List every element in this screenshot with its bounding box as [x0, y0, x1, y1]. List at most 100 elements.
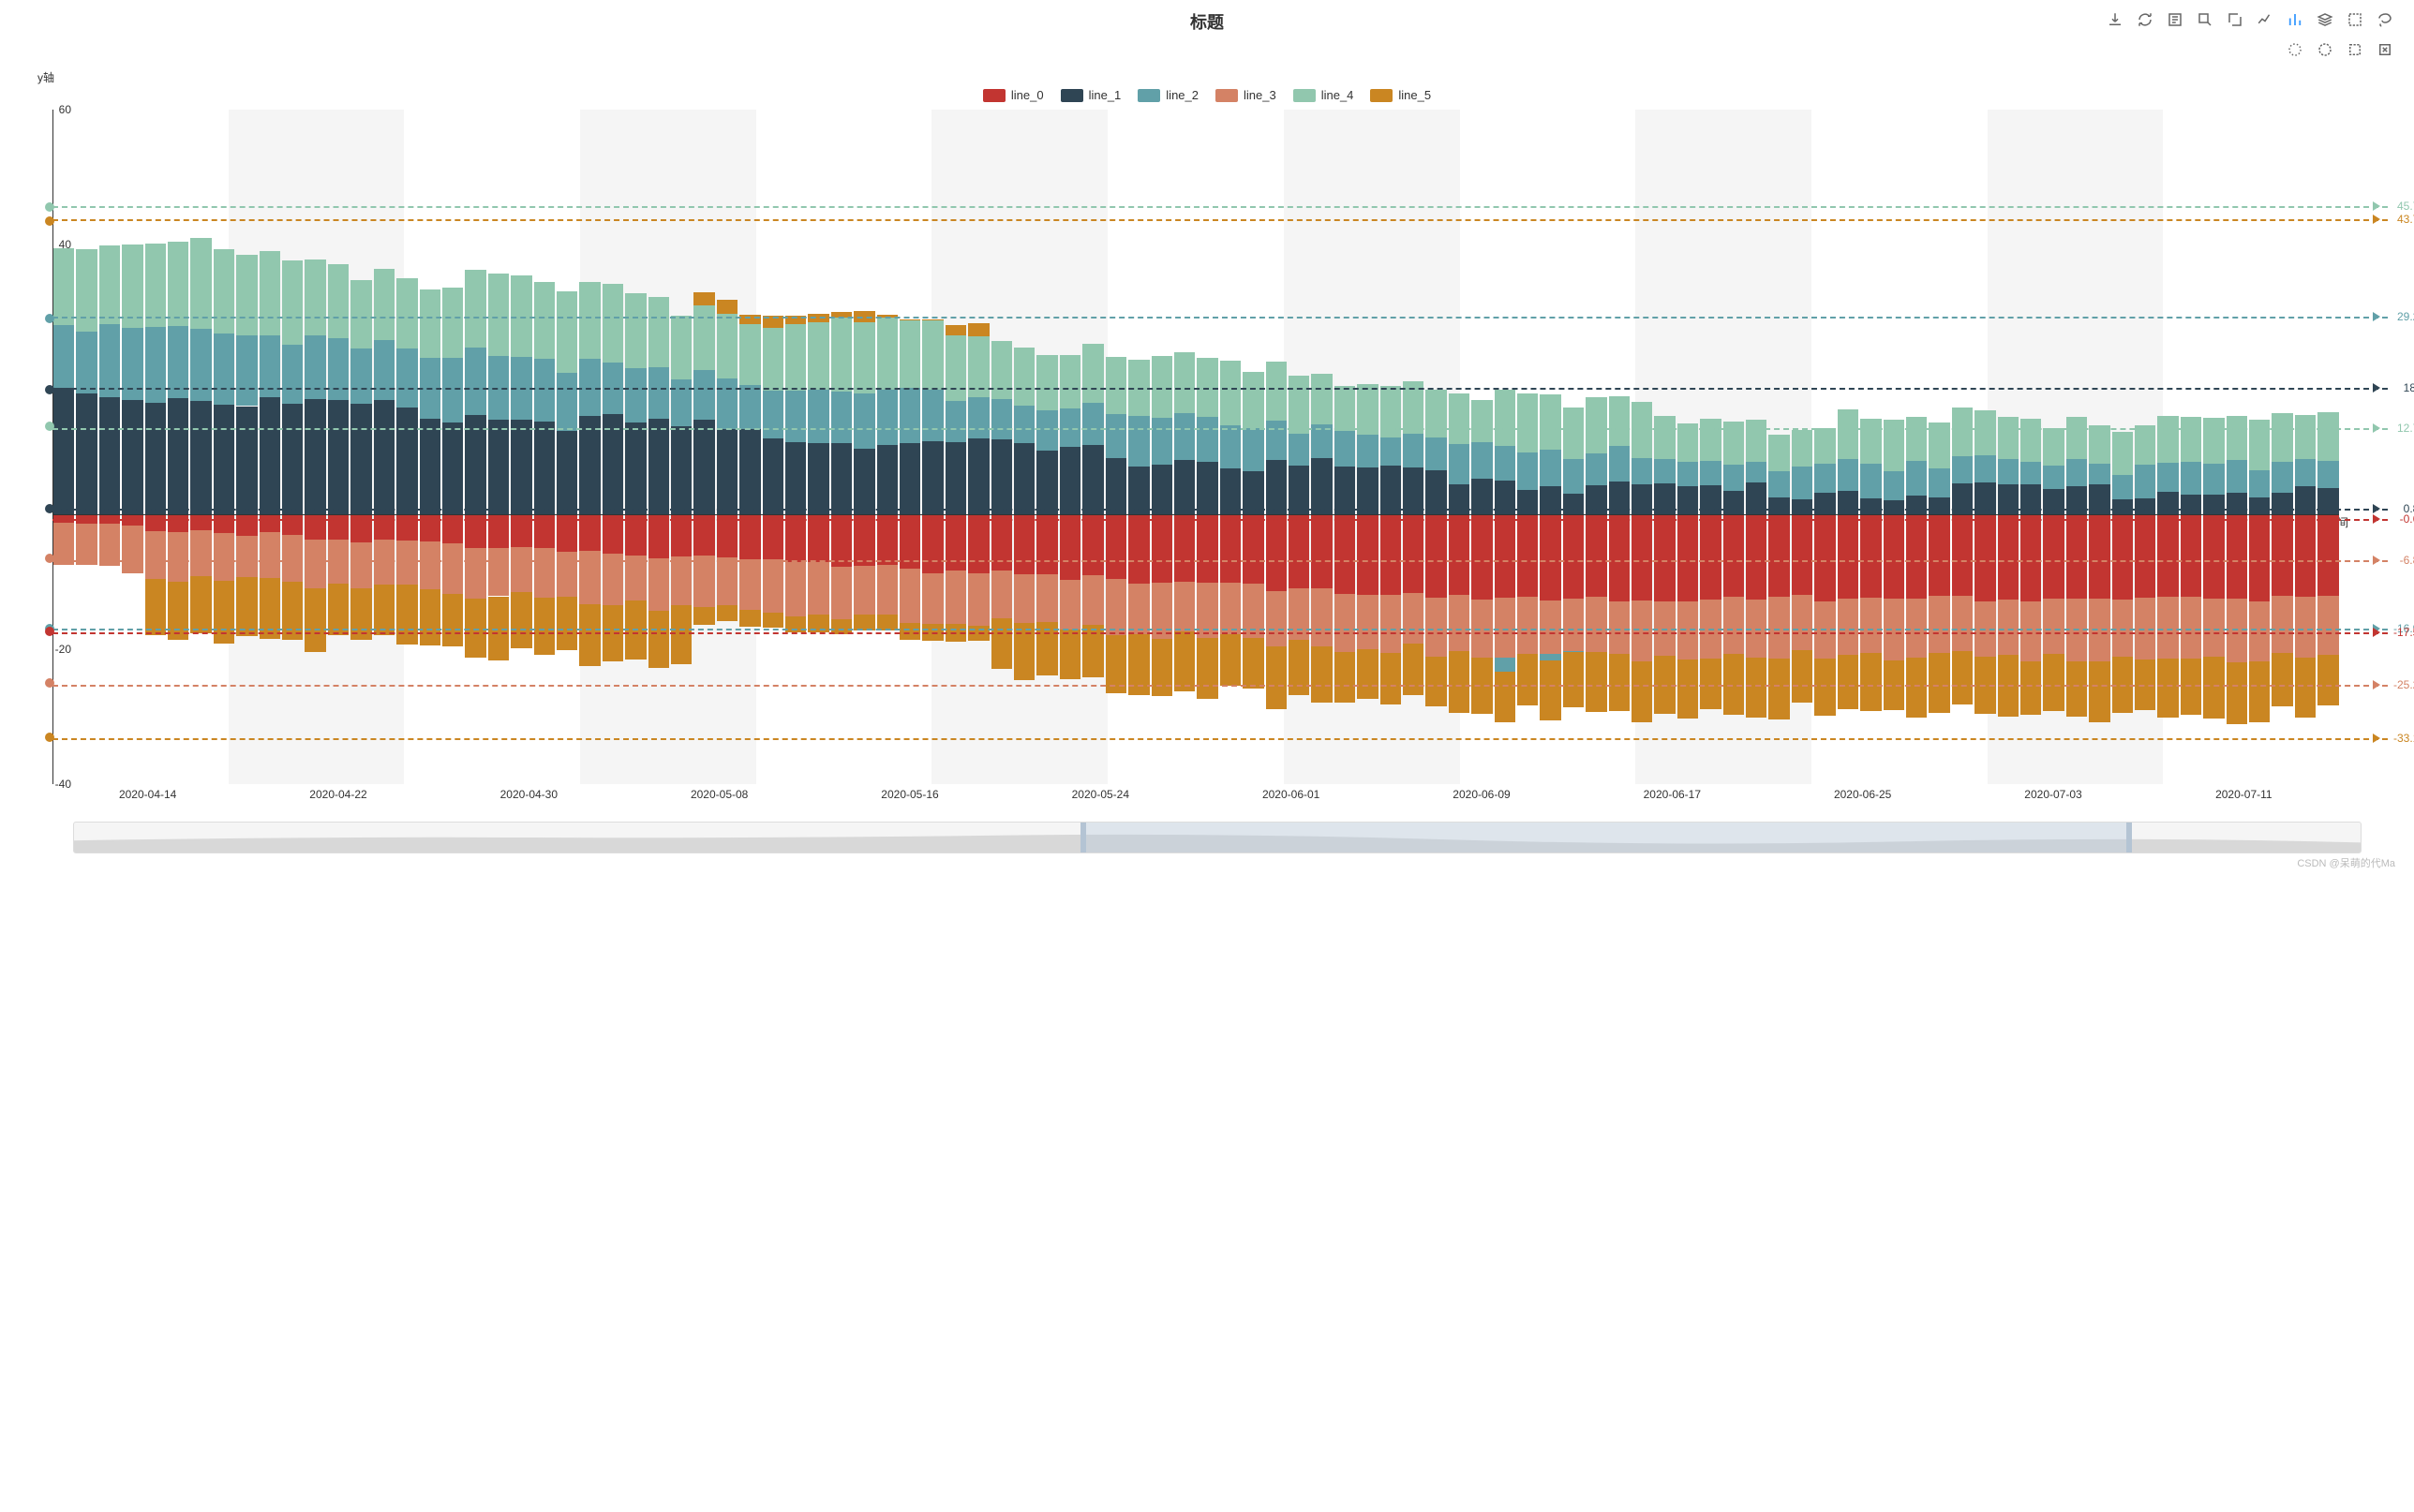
- chart-container: 标题 y轴 line_0line_1line_2line_3line_4line…: [0, 0, 2414, 872]
- legend-swatch: [1293, 89, 1316, 102]
- circle-select-icon[interactable]: [2315, 39, 2335, 60]
- start-dot: [45, 202, 54, 212]
- x-tick: 2020-04-30: [500, 788, 558, 801]
- x-tick: 2020-04-22: [309, 788, 366, 801]
- dotted-select-icon[interactable]: [2285, 39, 2305, 60]
- chart-title: 标题: [1190, 9, 1224, 34]
- rect-select-icon[interactable]: [2345, 39, 2365, 60]
- start-dot: [45, 422, 54, 431]
- start-dot: [45, 733, 54, 742]
- legend-label: line_1: [1089, 88, 1122, 102]
- zoom-out-icon[interactable]: [2225, 9, 2245, 30]
- mark-line: [52, 632, 2388, 634]
- mark-line: [52, 219, 2388, 221]
- zoom-in-icon[interactable]: [2195, 9, 2215, 30]
- mark-arrow: [2373, 201, 2380, 211]
- mark-label: 45.76: [2397, 200, 2414, 213]
- mark-arrow: [2373, 423, 2380, 433]
- x-tick: 2020-04-14: [119, 788, 176, 801]
- mark-label: 12.73: [2397, 422, 2414, 435]
- bar-chart-icon[interactable]: [2285, 9, 2305, 30]
- mark-arrow: [2373, 312, 2380, 321]
- mark-label: -25.29: [2393, 678, 2414, 691]
- mark-line: [52, 629, 2388, 630]
- mark-line: [52, 509, 2388, 511]
- legend-swatch: [1061, 89, 1083, 102]
- mark-arrow: [2373, 383, 2380, 393]
- mark-arrow: [2373, 556, 2380, 565]
- mark-lines: 45.7643.7829.2918.812.730.86-0.69-6.86-1…: [52, 110, 2339, 784]
- legend: line_0 line_1 line_2 line_3 line_4 line_5: [19, 88, 2395, 102]
- legend-item-line_1[interactable]: line_1: [1061, 88, 1122, 102]
- download-icon[interactable]: [2105, 9, 2125, 30]
- x-axis: 2020-04-14 2020-04-22 2020-04-30 2020-05-08…: [52, 788, 2339, 807]
- x-tick: 2020-06-17: [1644, 788, 1701, 801]
- mark-line: [52, 206, 2388, 208]
- x-tick: 2020-07-03: [2024, 788, 2081, 801]
- mark-label: -0.69: [2400, 512, 2414, 526]
- legend-item-line_2[interactable]: line_2: [1138, 88, 1199, 102]
- x-tick: 2020-06-01: [1262, 788, 1319, 801]
- mark-arrow: [2373, 680, 2380, 689]
- legend-swatch: [1138, 89, 1160, 102]
- refresh-icon[interactable]: [2135, 9, 2155, 30]
- start-dot: [45, 554, 54, 563]
- clear-select-icon[interactable]: [2375, 39, 2395, 60]
- chart-area: y轴 line_0line_1line_2line_3line_4line_5 …: [19, 88, 2395, 853]
- legend-label: line_5: [1398, 88, 1431, 102]
- mark-line: [52, 519, 2388, 521]
- mark-line: [52, 428, 2388, 430]
- start-dot: [45, 627, 54, 636]
- start-dot: [45, 314, 54, 323]
- tiled-icon[interactable]: [2345, 9, 2365, 30]
- start-dot: [45, 504, 54, 513]
- start-dot: [45, 216, 54, 226]
- legend-item-line_3[interactable]: line_3: [1215, 88, 1276, 102]
- mark-line: [52, 317, 2388, 319]
- slider-range[interactable]: [1080, 823, 2132, 852]
- mark-line: [52, 738, 2388, 740]
- x-axis-spine: [52, 514, 2339, 515]
- legend-item-line_4[interactable]: line_4: [1293, 88, 1354, 102]
- stack-icon[interactable]: [2315, 9, 2335, 30]
- start-dot: [45, 678, 54, 688]
- mark-label: -17.51: [2393, 626, 2414, 639]
- legend-item-line_0[interactable]: line_0: [983, 88, 1044, 102]
- mark-line: [52, 388, 2388, 390]
- mark-label: 43.78: [2397, 213, 2414, 226]
- x-tick: 2020-05-16: [881, 788, 938, 801]
- mark-label: 29.29: [2397, 310, 2414, 323]
- legend-label: line_0: [1011, 88, 1044, 102]
- legend-item-line_5[interactable]: line_5: [1370, 88, 1431, 102]
- x-tick: 2020-06-09: [1453, 788, 1510, 801]
- x-tick: 2020-07-11: [2215, 788, 2272, 801]
- data-zoom-slider[interactable]: [73, 822, 2362, 853]
- legend-swatch: [983, 89, 1006, 102]
- legend-label: line_4: [1321, 88, 1354, 102]
- legend-label: line_2: [1166, 88, 1199, 102]
- mark-line: [52, 685, 2388, 687]
- legend-swatch: [1215, 89, 1238, 102]
- toolbar: [2095, 9, 2395, 60]
- mark-arrow: [2373, 514, 2380, 524]
- start-dot: [45, 385, 54, 394]
- line-chart-icon[interactable]: [2255, 9, 2275, 30]
- legend-swatch: [1370, 89, 1393, 102]
- mark-label: -33.19: [2393, 732, 2414, 745]
- watermark: CSDN @呆萌的代Ma: [2297, 855, 2395, 870]
- data-view-icon[interactable]: [2165, 9, 2185, 30]
- y-axis-label: y轴: [37, 69, 54, 85]
- mark-arrow: [2373, 504, 2380, 513]
- plot[interactable]: 时间 -40-200204060 45.7643.7829.2918.812.7…: [52, 110, 2339, 784]
- mark-arrow: [2373, 734, 2380, 743]
- legend-label: line_3: [1244, 88, 1276, 102]
- x-tick: 2020-05-08: [691, 788, 748, 801]
- mark-arrow: [2373, 628, 2380, 637]
- mark-label: -6.86: [2400, 554, 2414, 567]
- mark-arrow: [2373, 215, 2380, 224]
- mark-label: 18.8: [2404, 381, 2414, 394]
- lasso-icon[interactable]: [2375, 9, 2395, 30]
- x-tick: 2020-05-24: [1072, 788, 1129, 801]
- x-tick: 2020-06-25: [1834, 788, 1891, 801]
- mark-line: [52, 560, 2388, 562]
